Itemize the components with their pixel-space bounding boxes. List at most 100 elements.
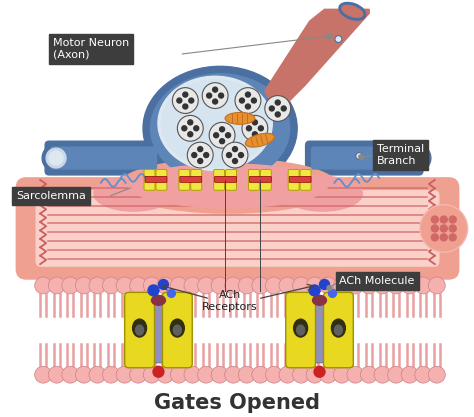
Circle shape [48,366,65,383]
FancyBboxPatch shape [51,147,156,169]
Circle shape [194,126,199,131]
Circle shape [62,366,79,383]
Circle shape [449,234,456,241]
Circle shape [374,277,391,294]
Circle shape [253,120,257,125]
Ellipse shape [225,113,255,124]
Circle shape [184,366,201,383]
Ellipse shape [158,76,272,171]
Circle shape [279,277,296,294]
Circle shape [219,127,225,132]
Circle shape [143,277,160,294]
Circle shape [233,158,237,163]
Polygon shape [265,9,369,100]
Circle shape [388,277,404,294]
FancyBboxPatch shape [248,169,259,190]
FancyBboxPatch shape [147,297,169,363]
Circle shape [204,153,209,158]
Circle shape [265,95,291,121]
Circle shape [356,153,363,160]
Text: Motor Neuron
(Axon): Motor Neuron (Axon) [53,38,129,60]
Circle shape [130,366,146,383]
Circle shape [252,277,269,294]
Circle shape [188,120,193,125]
Circle shape [211,366,228,383]
Circle shape [148,285,159,296]
Circle shape [189,98,194,103]
Text: ACh
Receptors: ACh Receptors [202,290,258,311]
Circle shape [102,366,119,383]
Circle shape [440,234,447,241]
Circle shape [292,366,310,383]
FancyBboxPatch shape [215,176,237,182]
Circle shape [361,366,377,383]
Circle shape [182,126,187,131]
Circle shape [242,116,268,141]
Circle shape [75,277,92,294]
Circle shape [188,132,193,137]
Ellipse shape [133,319,146,337]
Circle shape [173,88,198,113]
Circle shape [428,366,445,383]
Circle shape [177,116,203,141]
Ellipse shape [118,158,337,213]
Circle shape [198,277,215,294]
FancyBboxPatch shape [144,169,155,190]
Circle shape [211,277,228,294]
Ellipse shape [162,80,269,167]
Circle shape [214,133,219,138]
FancyBboxPatch shape [286,292,316,368]
Circle shape [89,366,106,383]
Circle shape [184,277,201,294]
Circle shape [213,87,218,92]
FancyBboxPatch shape [191,169,202,190]
Circle shape [306,277,323,294]
FancyBboxPatch shape [260,169,271,190]
FancyBboxPatch shape [36,191,439,266]
Circle shape [153,366,164,377]
Circle shape [328,289,337,297]
Circle shape [246,104,250,109]
Circle shape [225,277,242,294]
Circle shape [130,277,146,294]
Circle shape [143,366,160,383]
Text: Gates Opened: Gates Opened [154,393,320,413]
Text: Sarcolemma: Sarcolemma [16,191,86,201]
Circle shape [320,366,337,383]
Circle shape [198,147,203,152]
Circle shape [269,106,274,111]
Circle shape [440,225,447,232]
Circle shape [219,93,224,98]
Ellipse shape [246,133,274,147]
Ellipse shape [403,144,431,172]
Circle shape [62,277,79,294]
Ellipse shape [136,325,144,335]
Circle shape [198,366,215,383]
Circle shape [227,153,231,158]
Ellipse shape [128,164,328,208]
Circle shape [347,366,364,383]
Circle shape [449,216,456,223]
FancyBboxPatch shape [156,169,167,190]
Circle shape [157,366,174,383]
Circle shape [35,277,52,294]
FancyBboxPatch shape [145,176,167,182]
Circle shape [281,106,286,111]
Circle shape [171,277,187,294]
Circle shape [388,366,404,383]
Circle shape [238,366,255,383]
Circle shape [167,289,175,297]
Circle shape [207,93,212,98]
Circle shape [192,153,197,158]
Circle shape [306,366,323,383]
Circle shape [347,277,364,294]
Circle shape [35,366,52,383]
Circle shape [265,366,283,383]
Circle shape [279,366,296,383]
Circle shape [440,216,447,223]
Circle shape [239,98,245,103]
Circle shape [333,366,350,383]
Circle shape [431,216,438,223]
FancyBboxPatch shape [179,169,190,190]
Circle shape [116,277,133,294]
